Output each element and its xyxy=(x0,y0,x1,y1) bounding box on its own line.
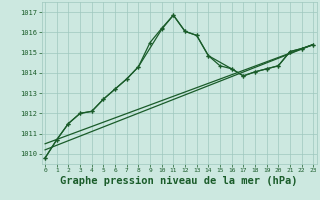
X-axis label: Graphe pression niveau de la mer (hPa): Graphe pression niveau de la mer (hPa) xyxy=(60,176,298,186)
